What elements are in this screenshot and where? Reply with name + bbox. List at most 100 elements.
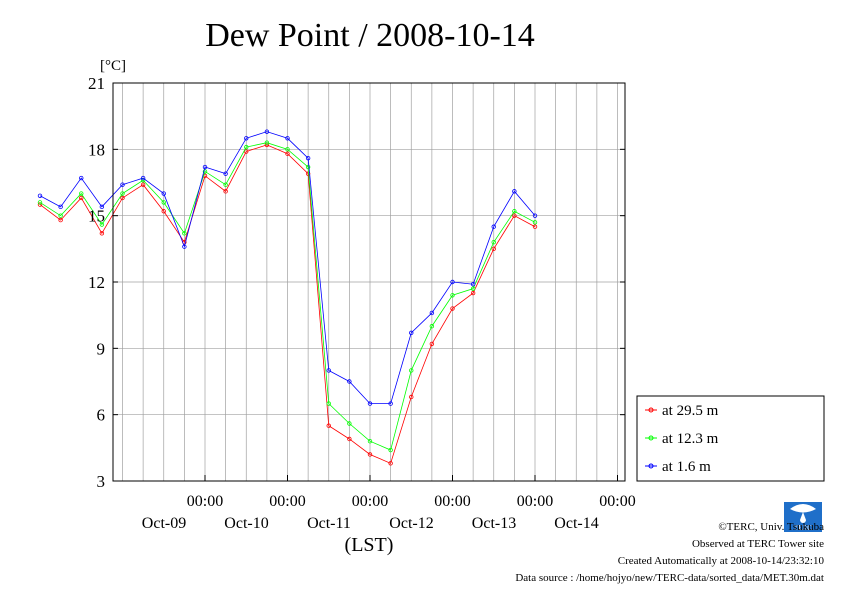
series-2 bbox=[37, 140, 538, 453]
series-layer bbox=[37, 129, 538, 466]
chart-title: Dew Point / 2008-10-14 bbox=[205, 17, 535, 54]
data-point bbox=[99, 231, 105, 236]
x-tick-time-label: 00:00 bbox=[517, 493, 553, 510]
data-point bbox=[491, 246, 496, 252]
grid-lines bbox=[113, 83, 625, 481]
data-point bbox=[244, 144, 249, 150]
data-point bbox=[285, 151, 290, 156]
x-tick-date-label: Oct-12 bbox=[389, 515, 433, 532]
y-axis-ticks: 3 6 9 12 15 18 21 bbox=[88, 74, 625, 491]
data-point bbox=[512, 189, 517, 194]
data-point bbox=[140, 175, 146, 181]
data-point bbox=[429, 324, 435, 329]
data-point bbox=[491, 239, 496, 245]
legend-label: at 29.5 m bbox=[662, 403, 719, 419]
data-point bbox=[347, 421, 352, 426]
series-3 bbox=[37, 129, 538, 406]
data-point bbox=[450, 279, 455, 285]
data-point bbox=[409, 368, 414, 373]
data-point bbox=[244, 149, 249, 154]
x-tick-date-label: Oct-11 bbox=[307, 515, 351, 532]
x-tick-date-label: Oct-09 bbox=[142, 515, 186, 532]
x-tick-time-label: 00:00 bbox=[187, 493, 223, 510]
data-point bbox=[223, 189, 228, 194]
y-tick-label: 15 bbox=[88, 207, 105, 226]
data-point bbox=[470, 286, 476, 291]
data-point bbox=[512, 213, 517, 218]
x-tick-date-label: Oct-14 bbox=[554, 515, 598, 532]
x-tick-time-label: 00:00 bbox=[434, 493, 470, 510]
copyright-text: ©TERC, Univ. Tsukuba bbox=[718, 521, 824, 533]
data-point bbox=[409, 394, 414, 400]
legend: at 29.5 m at 12.3 m at 1.6 m bbox=[636, 395, 825, 482]
x-tick-time-label: 00:00 bbox=[599, 493, 635, 510]
data-point bbox=[37, 200, 43, 205]
data-point bbox=[182, 231, 187, 236]
x-tick-date-label: Oct-13 bbox=[472, 515, 516, 532]
data-point bbox=[161, 209, 166, 214]
data-point bbox=[532, 213, 538, 218]
data-point bbox=[532, 220, 538, 225]
created-text: Created Automatically at 2008-10-14/23:3… bbox=[617, 555, 824, 567]
data-point bbox=[99, 204, 105, 210]
data-point bbox=[512, 209, 517, 214]
data-point bbox=[367, 439, 373, 444]
data-point bbox=[120, 191, 125, 196]
data-point bbox=[491, 224, 496, 229]
data-point bbox=[470, 290, 476, 296]
data-point bbox=[58, 213, 63, 218]
legend-swatch-marker bbox=[648, 463, 654, 469]
legend-swatch-marker bbox=[648, 407, 654, 413]
data-point bbox=[202, 169, 208, 174]
legend-label: at 1.6 m bbox=[662, 459, 711, 475]
series-1 bbox=[37, 142, 538, 466]
data-point bbox=[388, 401, 393, 406]
data-point bbox=[347, 379, 352, 384]
series-line bbox=[39, 131, 536, 405]
data-point bbox=[388, 447, 393, 453]
data-point bbox=[58, 204, 63, 210]
data-point bbox=[305, 164, 311, 170]
data-point bbox=[79, 191, 84, 196]
series-line bbox=[39, 144, 536, 464]
data-point bbox=[388, 461, 393, 466]
data-point bbox=[99, 222, 105, 227]
data-point bbox=[161, 200, 166, 205]
x-tick-time-label: 00:00 bbox=[352, 493, 388, 510]
data-point bbox=[409, 330, 414, 336]
data-point bbox=[264, 140, 270, 145]
legend-label: at 12.3 m bbox=[662, 431, 719, 447]
data-point bbox=[326, 423, 331, 428]
data-point bbox=[347, 436, 352, 442]
y-tick-label: 21 bbox=[88, 74, 105, 93]
observed-text: Observed at TERC Tower site bbox=[691, 538, 824, 550]
terc-logo: TERC bbox=[784, 502, 822, 532]
y-tick-label: 9 bbox=[97, 339, 106, 358]
y-axis-unit-label: [°C] bbox=[100, 58, 126, 74]
data-point bbox=[182, 244, 187, 249]
x-tick-time-label: 00:00 bbox=[269, 493, 305, 510]
data-point bbox=[223, 171, 228, 176]
y-tick-label: 12 bbox=[88, 273, 105, 292]
data-point bbox=[161, 191, 166, 196]
data-source-text: Data source : /home/hojyo/new/TERC-data/… bbox=[515, 572, 824, 584]
data-point bbox=[285, 136, 290, 141]
data-point bbox=[202, 164, 208, 170]
data-point bbox=[326, 368, 331, 373]
data-point bbox=[367, 452, 373, 457]
series-line bbox=[39, 142, 536, 451]
x-axis-label: (LST) bbox=[345, 534, 394, 556]
legend-box bbox=[636, 395, 825, 482]
data-point bbox=[470, 282, 476, 287]
data-point bbox=[140, 182, 146, 187]
data-point bbox=[532, 224, 538, 229]
data-point bbox=[264, 129, 270, 134]
data-point bbox=[120, 182, 125, 187]
data-point bbox=[79, 175, 84, 181]
legend-swatch-marker bbox=[648, 435, 654, 441]
data-point bbox=[450, 306, 455, 311]
data-point bbox=[429, 310, 435, 316]
data-point bbox=[58, 217, 63, 223]
data-point bbox=[326, 401, 331, 406]
